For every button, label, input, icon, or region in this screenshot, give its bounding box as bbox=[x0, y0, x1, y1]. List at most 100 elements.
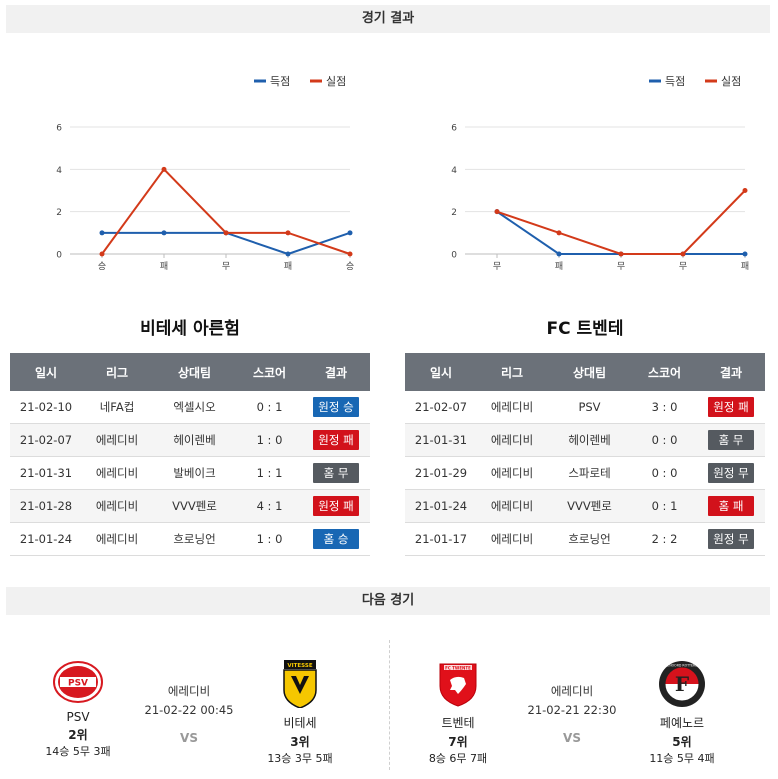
header-opponent: 상대팀 bbox=[152, 353, 237, 391]
result-badge: 홈 무 bbox=[708, 430, 754, 450]
team-record: 14승 5무 3패 bbox=[45, 745, 111, 758]
y-tick-label: 2 bbox=[56, 208, 62, 218]
match-league: 에레디비 bbox=[477, 391, 547, 424]
table-row: 21-01-31 에레디비 헤이렌베 0 : 0 홈 무 bbox=[405, 423, 765, 457]
match-date: 21-01-29 bbox=[405, 456, 477, 490]
match-result-cell: 홈 승 bbox=[302, 522, 370, 556]
x-tick-label: 승 bbox=[346, 261, 354, 272]
header-result: 결과 bbox=[697, 353, 765, 391]
team-rank: 7위 bbox=[448, 735, 468, 749]
result-badge: 원정 무 bbox=[708, 529, 754, 549]
data-point bbox=[99, 251, 105, 257]
next-datetime: 21-02-21 22:30 bbox=[527, 703, 617, 717]
x-tick-label: 패 bbox=[160, 261, 168, 272]
data-point bbox=[347, 251, 353, 257]
legend-label: 실점 bbox=[326, 75, 346, 88]
team-record: 11승 5무 4패 bbox=[649, 752, 715, 765]
x-tick-label: 무 bbox=[493, 261, 501, 272]
match-score: 1 : 1 bbox=[237, 456, 302, 490]
svg-text:F: F bbox=[675, 672, 689, 696]
header-score: 스코어 bbox=[632, 353, 697, 391]
data-point bbox=[556, 230, 562, 236]
table-row: 21-01-28 에레디비 VVV펜로 4 : 1 원정 패 bbox=[10, 489, 370, 523]
next-league: 에레디비 bbox=[550, 684, 594, 698]
y-tick-label: 4 bbox=[56, 166, 62, 176]
match-league: 네FA컵 bbox=[82, 391, 152, 424]
x-tick-label: 패 bbox=[284, 261, 292, 272]
team-name: 페예노르 bbox=[659, 716, 705, 730]
match-league: 에레디비 bbox=[82, 522, 152, 556]
chart-twente: 득점 실점 0 2 4 6 무 패 무 무 패 bbox=[405, 60, 765, 285]
data-point bbox=[494, 209, 500, 215]
data-point bbox=[556, 251, 562, 257]
legend-label: 득점 bbox=[270, 75, 290, 88]
match-score: 3 : 0 bbox=[632, 391, 697, 424]
form-chart-left: 득점 실점 0 2 4 6 승 패 무 패 승 bbox=[56, 75, 354, 272]
match-date: 21-01-28 bbox=[10, 489, 82, 523]
match-score: 1 : 0 bbox=[237, 423, 302, 457]
table-row: 21-01-24 에레디비 흐로닝언 1 : 0 홈 승 bbox=[10, 522, 370, 556]
y-tick-label: 0 bbox=[56, 251, 62, 261]
match-league: 에레디비 bbox=[82, 489, 152, 523]
data-point bbox=[618, 251, 624, 257]
match-result-cell: 원정 승 bbox=[302, 391, 370, 424]
match-league: 에레디비 bbox=[477, 522, 547, 556]
match-score: 2 : 2 bbox=[632, 522, 697, 556]
legend-label: 득점 bbox=[665, 75, 685, 88]
match-league: 에레디비 bbox=[477, 423, 547, 457]
match-date: 21-02-07 bbox=[10, 423, 82, 457]
next-divider bbox=[389, 640, 390, 770]
legend-label: 실점 bbox=[721, 75, 741, 88]
y-tick-label: 0 bbox=[451, 251, 457, 261]
data-point bbox=[161, 230, 167, 236]
match-result-cell: 원정 패 bbox=[302, 423, 370, 457]
table-row: 21-02-10 네FA컵 엑셀시오 0 : 1 원정 승 bbox=[10, 391, 370, 424]
next-section-title: 다음 경기 bbox=[6, 587, 770, 615]
match-date: 21-01-31 bbox=[405, 423, 477, 457]
next-match-info: 에레디비 21-02-22 00:45 bbox=[129, 683, 249, 717]
vs-label: VS bbox=[563, 731, 581, 745]
x-tick-label: 승 bbox=[98, 261, 106, 272]
next-datetime: 21-02-22 00:45 bbox=[144, 703, 234, 717]
series-line-scored bbox=[102, 231, 351, 256]
header-result: 결과 bbox=[302, 353, 370, 391]
data-point bbox=[742, 251, 748, 257]
result-badge: 원정 패 bbox=[313, 496, 359, 516]
result-badge: 홈 패 bbox=[708, 496, 754, 516]
result-badge: 원정 패 bbox=[313, 430, 359, 450]
match-score: 1 : 0 bbox=[237, 522, 302, 556]
match-opponent: 흐로닝언 bbox=[547, 522, 632, 556]
header-league: 리그 bbox=[477, 353, 547, 391]
twente-logo-icon: FC TWENTE bbox=[436, 660, 480, 708]
table-row: 21-02-07 에레디비 헤이렌베 1 : 0 원정 패 bbox=[10, 423, 370, 457]
match-score: 0 : 1 bbox=[632, 489, 697, 523]
y-tick-label: 6 bbox=[451, 124, 457, 134]
data-point bbox=[742, 188, 748, 193]
next-team-psv[interactable]: PSV PSV 2위 14승 5무 3패 bbox=[38, 660, 118, 759]
match-league: 에레디비 bbox=[477, 489, 547, 523]
next-team-twente[interactable]: FC TWENTE 트벤테 7위 8승 6무 7패 bbox=[416, 660, 500, 766]
team-record: 13승 3무 5패 bbox=[267, 752, 333, 765]
match-result-cell: 홈 무 bbox=[302, 456, 370, 490]
team-title-vitesse: 비테세 아른험 bbox=[140, 319, 240, 339]
match-score: 0 : 0 bbox=[632, 456, 697, 490]
team-name: 비테세 bbox=[283, 716, 317, 730]
header-date: 일시 bbox=[405, 353, 477, 391]
team-name: PSV bbox=[66, 710, 90, 724]
match-opponent: PSV bbox=[547, 391, 632, 424]
feyenoord-logo-text: FEYENOORD ROTTERDAM bbox=[661, 664, 702, 668]
next-team-feyenoord[interactable]: F FEYENOORD ROTTERDAM 페예노르 5위 11승 5무 4패 bbox=[640, 660, 724, 766]
y-tick-label: 6 bbox=[56, 124, 62, 134]
match-result-cell: 원정 패 bbox=[697, 391, 765, 424]
header-league: 리그 bbox=[82, 353, 152, 391]
team-rank: 5위 bbox=[672, 735, 692, 749]
data-point bbox=[347, 230, 353, 236]
match-date: 21-02-10 bbox=[10, 391, 82, 424]
match-opponent: VVV펜로 bbox=[152, 489, 237, 523]
match-league: 에레디비 bbox=[82, 456, 152, 490]
next-team-vitesse[interactable]: VITESSE 비테세 3위 13승 3무 5패 bbox=[258, 660, 342, 766]
vitesse-logo-icon: VITESSE bbox=[282, 660, 318, 709]
table-row: 21-01-17 에레디비 흐로닝언 2 : 2 원정 무 bbox=[405, 522, 765, 556]
match-opponent: 엑셀시오 bbox=[152, 391, 237, 424]
match-opponent: 헤이렌베 bbox=[152, 423, 237, 457]
